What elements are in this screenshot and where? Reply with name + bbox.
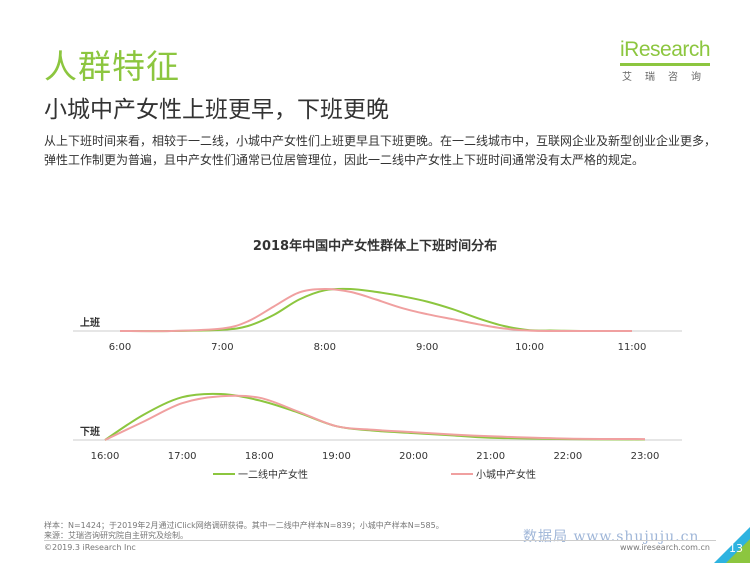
x-tick-label: 8:00 [314,342,336,353]
panel-commute-start: 上班 6:00 7:00 8:00 9:00 10:00 11:00 [73,287,682,353]
panel-label: 上班 [80,316,100,329]
footer-divider [44,540,716,541]
chart-legend: 一二线中产女性 小城中产女性 [213,468,536,481]
chart-panels: 上班 6:00 7:00 8:00 9:00 10:00 11:00 下班 16:00 17:00… [73,287,682,462]
x-tick-label: 19:00 [322,451,351,462]
page-number: 13 [729,542,743,555]
corner-decoration-green [726,539,750,563]
series-line [119,287,633,333]
x-tick-label: 17:00 [168,451,197,462]
time-distribution-chart: 2018年中国中产女性群体上下班时间分布 上班 6:00 7:00 8:00 9:00 1… [73,238,682,481]
panel-commute-end: 下班 16:00 17:00 18:00 19:00 20:00 21:00 22:00 23:… [73,392,682,462]
x-tick-label: 10:00 [515,342,544,353]
x-tick-label: 18:00 [245,451,274,462]
copyright: ©2019.3 iResearch Inc [44,543,136,552]
page-description: 从上下班时间来看，相较于一二线，小城中产女性们上班更早且下班更晚。在一二线城市中… [44,134,717,167]
page-headline: 小城中产女性上班更早，下班更晚 [44,97,389,123]
watermark: 数据局 www.shujuju.cn [523,529,700,545]
sample-note: 样本：N=1424；于2019年2月通过iClick网络调研获得。其中一二线中产… [44,521,444,530]
x-tick-label: 21:00 [476,451,505,462]
legend-label: 一二线中产女性 [238,468,308,481]
x-tick-label: 6:00 [109,342,131,353]
panel-label: 下班 [80,425,100,438]
logo-bar [620,63,710,66]
series-line [104,394,646,441]
x-tick-label: 16:00 [91,451,120,462]
x-tick-label: 9:00 [416,342,438,353]
legend-label: 小城中产女性 [476,468,536,481]
source-note: 来源：艾瑞咨询研究院自主研究及绘制。 [44,531,188,540]
logo-brand: iResearch [620,38,711,61]
series-line [119,287,632,333]
logo-sub: 艾瑞咨询 [622,72,714,83]
website: www.iresearch.com.cn [620,543,710,552]
x-tick-label: 23:00 [631,451,660,462]
x-tick-label: 7:00 [211,342,233,353]
iresearch-logo: iResearch 艾瑞咨询 [620,38,720,88]
chart-title: 2018年中国中产女性群体上下班时间分布 [253,238,497,254]
x-tick-label: 11:00 [618,342,647,353]
x-tick-label: 20:00 [399,451,428,462]
x-tick-label: 22:00 [553,451,582,462]
series-line [104,392,646,441]
section-title: 人群特征 [44,47,180,86]
